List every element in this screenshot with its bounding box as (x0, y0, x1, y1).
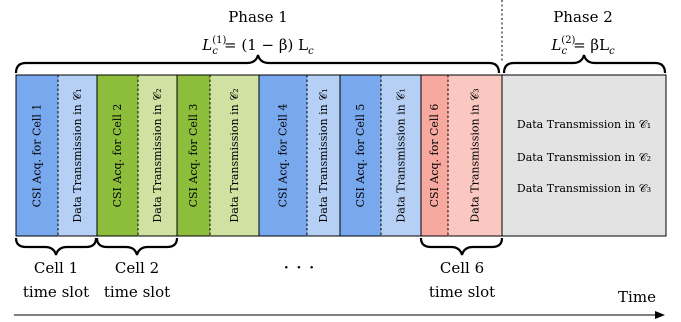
cell6-slot-brace (419, 237, 504, 256)
segment-block-2 (58, 75, 97, 236)
phase1-brace (14, 54, 501, 74)
segment-block-12 (448, 75, 502, 236)
segment-block-10 (381, 75, 421, 236)
time-label: Time (618, 288, 656, 306)
segment-block-11 (421, 75, 448, 236)
segment-label-12: Data Transmission in 𝒞₃ (469, 88, 482, 222)
segment-block-9 (340, 75, 381, 236)
cell6-slot-sublabel: time slot (429, 283, 495, 301)
segment-label-1: CSI Acq. for Cell 1 (31, 104, 44, 208)
cell6-slot-label: Cell 6 (440, 259, 484, 277)
segment-block-5 (177, 75, 210, 236)
segment-block-7 (259, 75, 307, 236)
ellipsis: · · · (283, 255, 315, 279)
cell2-slot-sublabel: time slot (104, 283, 170, 301)
cell2-slot-label: Cell 2 (115, 259, 159, 277)
segment-label-7: CSI Acq. for Cell 4 (277, 104, 290, 208)
cell1-slot-brace (14, 237, 98, 256)
segment-block-4 (138, 75, 177, 236)
phase2-brace (502, 54, 667, 74)
phase2-line-3: Data Transmission in 𝒞₃ (517, 182, 651, 195)
phase2-block (501, 74, 667, 237)
segment-block-6 (210, 75, 259, 236)
segment-label-2: Data Transmission in 𝒞₁ (71, 88, 84, 222)
phase1-segments: CSI Acq. for Cell 1 Data Transmission in … (15, 74, 503, 237)
segment-label-8: Data Transmission in 𝒞₁ (317, 88, 330, 222)
segment-block-8 (307, 75, 340, 236)
phase2-formula: L(2) c = βLc (550, 35, 615, 57)
segment-block-1 (16, 75, 58, 236)
cell1-slot-label: Cell 1 (34, 259, 78, 277)
segment-block-3 (97, 75, 138, 236)
segment-label-3: CSI Acq. for Cell 2 (111, 104, 124, 208)
segment-label-10: Data Transmission in 𝒞₁ (395, 88, 408, 222)
phase1-formula: L(1) c = (1 − β) Lc (201, 35, 314, 57)
segment-label-6: Data Transmission in 𝒞₂ (228, 88, 241, 222)
phase2-line-1: Data Transmission in 𝒞₁ (517, 118, 651, 131)
segment-label-11: CSI Acq. for Cell 6 (428, 104, 441, 208)
phase1-title: Phase 1 (228, 8, 288, 26)
cell2-slot-brace (95, 237, 179, 256)
phase2-line-2: Data Transmission in 𝒞₂ (517, 151, 651, 164)
segment-label-4: Data Transmission in 𝒞₂ (151, 88, 164, 222)
cell1-slot-sublabel: time slot (23, 283, 89, 301)
segment-label-5: CSI Acq. for Cell 3 (187, 104, 200, 208)
segment-label-9: CSI Acq. for Cell 5 (354, 104, 367, 208)
phase2-title: Phase 2 (553, 8, 613, 26)
